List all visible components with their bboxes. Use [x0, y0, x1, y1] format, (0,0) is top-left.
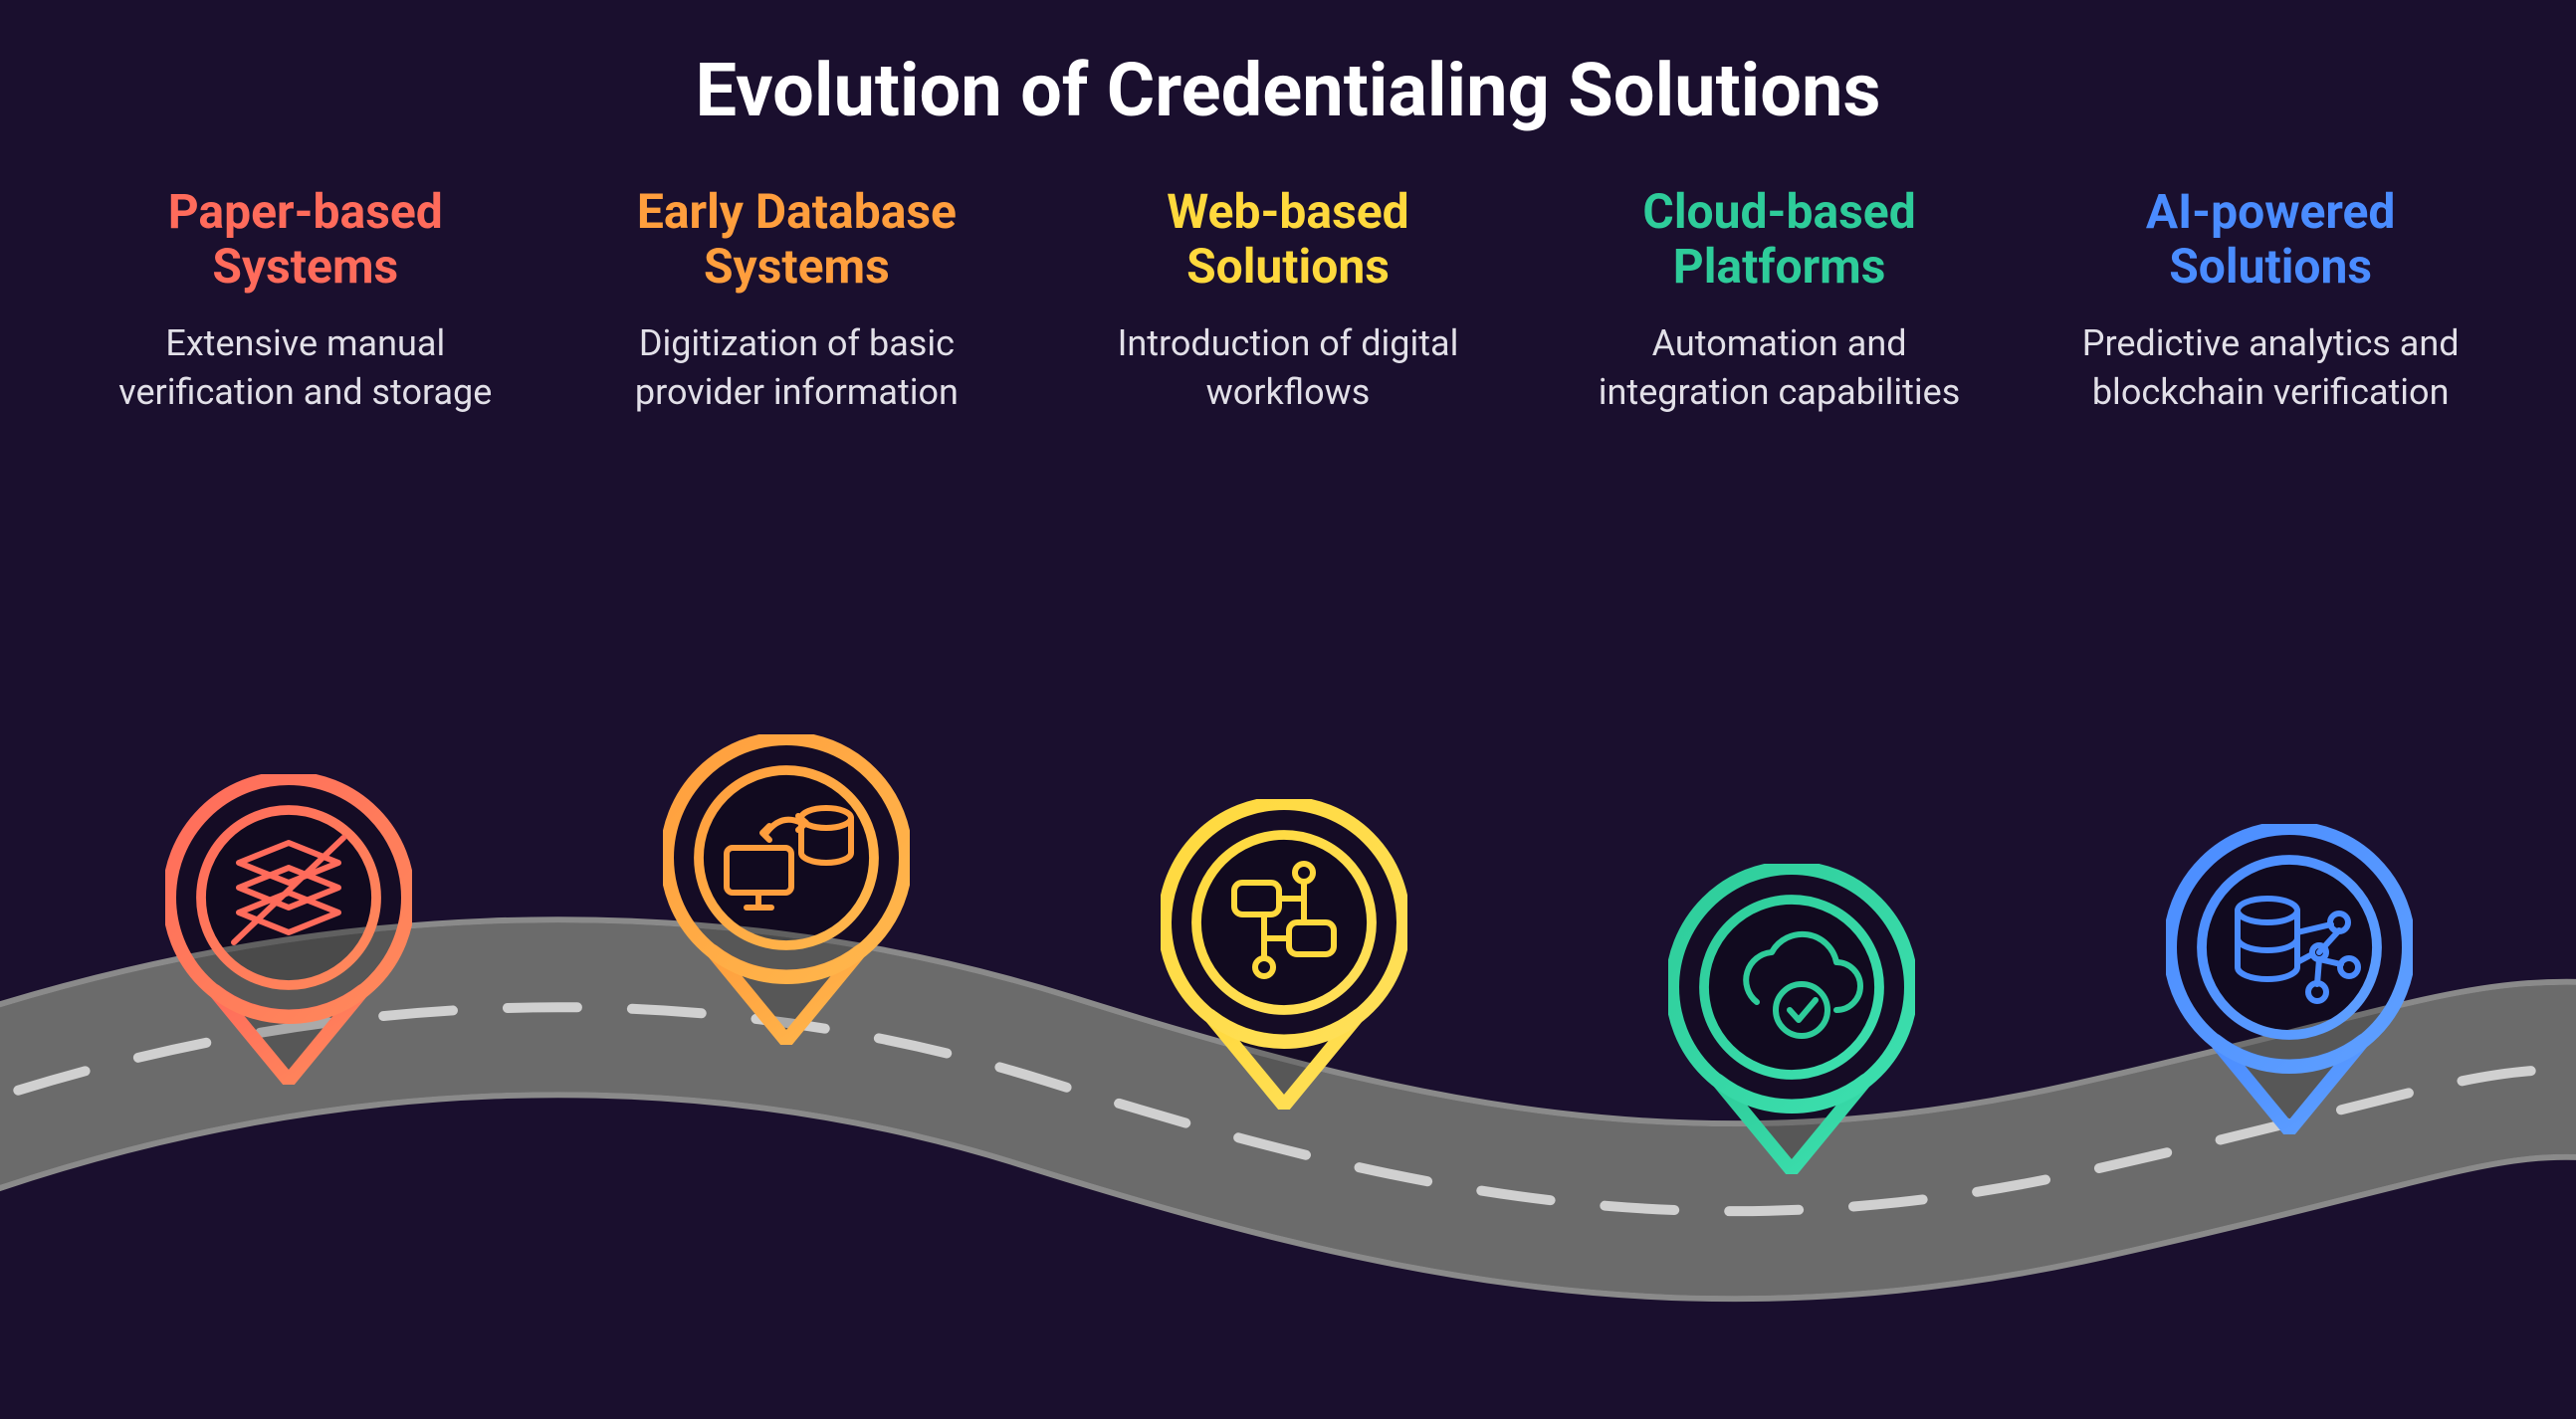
- pin-1: [165, 774, 412, 1085]
- stage-5-title: AI-powered Solutions: [2051, 184, 2489, 294]
- pin-4: [1668, 864, 1915, 1174]
- stage-5-desc: Predictive analytics and blockchain veri…: [2061, 319, 2479, 416]
- page-title: Evolution of Credentialing Solutions: [0, 0, 2576, 134]
- stage-3: Web-based Solutions Introduction of digi…: [1069, 184, 1507, 417]
- pin-3: [1161, 799, 1407, 1110]
- road: [0, 703, 2576, 1419]
- stage-3-desc: Introduction of digital workflows: [1079, 319, 1497, 416]
- stage-2-title: Early Database Systems: [577, 184, 1015, 294]
- stage-5: AI-powered Solutions Predictive analytic…: [2051, 184, 2489, 417]
- stage-2-desc: Digitization of basic provider informati…: [587, 319, 1005, 416]
- stage-2: Early Database Systems Digitization of b…: [577, 184, 1015, 417]
- pin-2: [663, 734, 910, 1045]
- stage-1-title: Paper-based Systems: [87, 184, 525, 294]
- pin-5: [2166, 824, 2413, 1134]
- stage-4: Cloud-based Platforms Automation and int…: [1561, 184, 1999, 417]
- stage-1-desc: Extensive manual verification and storag…: [97, 319, 515, 416]
- stages-row: Paper-based Systems Extensive manual ver…: [0, 134, 2576, 417]
- stage-4-title: Cloud-based Platforms: [1561, 184, 1999, 294]
- stage-3-title: Web-based Solutions: [1069, 184, 1507, 294]
- stage-1: Paper-based Systems Extensive manual ver…: [87, 184, 525, 417]
- stage-4-desc: Automation and integration capabilities: [1571, 319, 1989, 416]
